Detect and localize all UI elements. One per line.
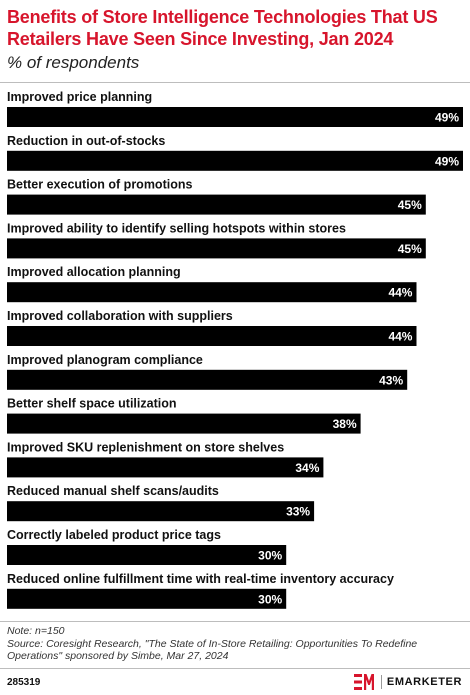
value-label: 49% [435,111,459,125]
bar [7,238,426,259]
bar [7,457,324,478]
bar [7,545,287,565]
bar [7,413,361,434]
category-label: Improved price planning [7,90,152,104]
bar [7,369,408,390]
category-label: Improved ability to identify selling hot… [7,221,346,235]
em-logo-icon [353,674,374,690]
value-label: 49% [435,154,459,168]
value-label: 44% [388,286,412,300]
category-label: Improved allocation planning [7,265,181,279]
brand-separator [380,675,382,689]
category-label: Reduction in out-of-stocks [7,134,165,148]
category-label: Reduced online fulfillment time with rea… [7,572,394,586]
value-label: 45% [398,242,422,256]
bar [7,326,417,346]
category-label: Better shelf space utilization [7,397,176,411]
chart-title: Benefits of Store Intelligence Technolog… [7,7,438,49]
brand-name: EMARKETER [386,676,462,688]
bar [7,194,426,215]
bar [7,588,287,609]
chart-note: Note: n=150 [7,625,65,637]
top-divider [0,82,470,83]
value-label: 45% [398,198,422,212]
bar [7,282,417,303]
category-label: Improved SKU replenishment on store shel… [7,440,284,454]
bar [7,150,463,171]
chart-source: Source: Coresight Research, "The State o… [7,638,418,662]
bar-chart: Improved price planning 49% Reduction in o… [7,90,463,609]
category-label: Improved collaboration with suppliers [7,309,233,323]
value-label: 43% [379,373,403,387]
category-label: Correctly labeled product price tags [7,528,221,542]
footer-divider [0,668,470,669]
chart-id: 285319 [7,677,41,688]
brand-logo-lockup: EMARKETER [353,673,462,691]
value-label: 44% [388,330,412,344]
category-label: Reduced manual shelf scans/audits [7,484,219,498]
value-label: 38% [333,417,357,431]
bar [7,501,315,522]
category-label: Improved planogram compliance [7,353,203,367]
value-label: 30% [258,549,282,563]
chart-subtitle: % of respondents [7,53,140,72]
bottom-divider [0,621,470,622]
value-label: 33% [286,505,310,519]
category-label: Better execution of promotions [7,178,192,192]
value-label: 30% [258,592,282,606]
bar [7,107,463,127]
value-label: 34% [295,461,319,475]
